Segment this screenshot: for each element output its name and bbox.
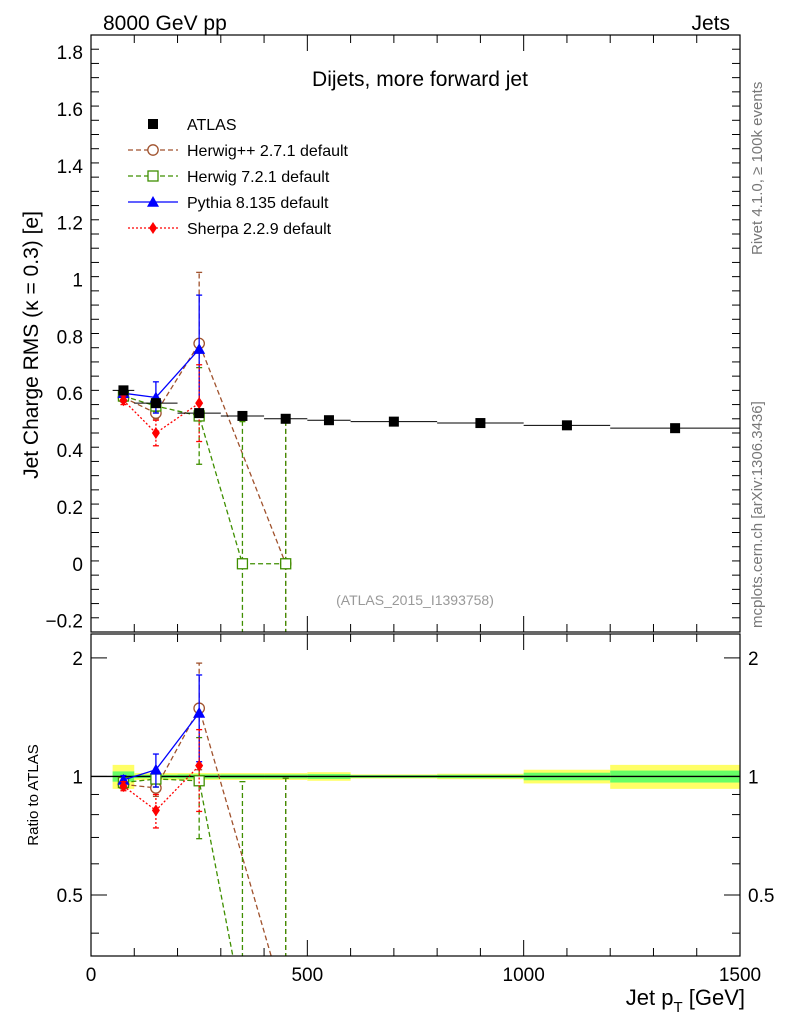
ratio-frame: [90, 633, 741, 957]
main-y-tick-label: 1: [72, 270, 83, 291]
legend-label-4: Sherpa 2.2.9 default: [187, 221, 332, 238]
x-tick-label: 500: [291, 965, 323, 986]
ratio-panel: 0.5 0.5 1 1 2 2 0 500 1000 1500: [57, 633, 774, 986]
ratio-y-tick-label: 1: [72, 767, 83, 788]
mcplots-label: mcplots.cern.ch [arXiv:1306.3436]: [749, 401, 766, 628]
main-series-0: [112, 385, 740, 434]
main-point-0-7: [475, 418, 486, 429]
legend-marker-3: [147, 196, 159, 207]
main-point-0-2: [194, 408, 205, 419]
main-y-axis-label: Jet Charge RMS (κ = 0.3) [e]: [20, 211, 43, 479]
ratio-series-3: [119, 728, 204, 829]
ratio-y-tick-label: 2: [72, 649, 83, 670]
main-plot-area: [112, 271, 740, 632]
main-axis-ticks: −0.2 0 0.2 0.4 0.6 0.8 1 1.2 1.4 1.6 1.8: [45, 34, 741, 633]
legend-label-0: ATLAS: [187, 117, 237, 134]
x-tick-label: 0: [86, 965, 97, 986]
main-y-tick-label: 1.8: [57, 43, 83, 64]
main-point-0-1: [150, 398, 161, 409]
legend-label-3: Pythia 8.135 default: [187, 195, 329, 212]
main-point-4-0: [119, 394, 128, 407]
ratio-line-0: [123, 706, 272, 956]
ratio-clip-group: [91, 662, 740, 956]
main-point-0-9: [670, 423, 681, 434]
main-point-2-4: [280, 558, 292, 570]
main-y-tick-label: 0.2: [57, 498, 83, 519]
main-y-tick-label: 1.6: [57, 100, 83, 121]
ratio-point-1-2: [193, 775, 205, 787]
ratio-y-tick-label-right: 1: [748, 767, 759, 788]
main-y-tick-label: 1.2: [57, 214, 83, 235]
x-tick-label: 1000: [503, 965, 545, 986]
main-y-tick-label: 0: [72, 555, 83, 576]
x-axis-label-unit: [GeV]: [683, 985, 745, 1010]
main-y-tick-label: 1.4: [57, 157, 84, 178]
legend-label-1: Herwig++ 2.7.1 default: [187, 143, 349, 160]
ratio-y-tick-label-right: 2: [748, 649, 759, 670]
main-point-0-0: [118, 385, 129, 396]
main-y-tick-label: 0.8: [57, 327, 83, 348]
legend-marker-2: [147, 170, 159, 182]
legend-marker-1: [147, 144, 159, 156]
process-label: Jets: [691, 12, 730, 35]
rivet-version-label: Rivet 4.1.0, ≥ 100k events: [749, 82, 766, 255]
main-point-0-4: [280, 413, 291, 424]
ratio-axis-ticks: 0.5 0.5 1 1 2 2 0 500 1000 1500: [57, 634, 774, 986]
main-y-tick-label: 0.4: [57, 441, 84, 462]
main-clip-group: [112, 271, 740, 632]
x-tick-label: 1500: [719, 965, 761, 986]
beam-label: 8000 GeV pp: [103, 12, 227, 35]
legend-marker-0: [148, 119, 158, 129]
main-point-2-3: [236, 558, 249, 570]
ratio-y-tick-label: 0.5: [57, 886, 83, 907]
analysis-watermark: (ATLAS_2015_I1393758): [336, 592, 494, 608]
ratio-point-2-1: [149, 763, 162, 775]
main-point-0-8: [561, 420, 572, 431]
legend: ATLAS Herwig++ 2.7.1 default Herwig 7.2.1 …: [128, 117, 349, 238]
ratio-y-tick-label-right: 0.5: [748, 886, 774, 907]
main-y-tick-label: 0.6: [57, 384, 83, 405]
ratio-y-axis-label: Ratio to ATLAS: [25, 744, 42, 845]
legend-marker-4: [149, 222, 157, 234]
main-panel: −0.2 0 0.2 0.4 0.6 0.8 1 1.2 1.4 1.6 1.8 Dijets, m…: [45, 34, 741, 633]
main-title: Dijets, more forward jet: [312, 68, 528, 91]
x-axis-label-main: Jet p: [626, 985, 674, 1010]
main-point-0-5: [323, 415, 334, 426]
ratio-plot-area: [91, 662, 740, 956]
x-axis-label-subscript: T: [673, 999, 682, 1016]
ratio-point-3-1: [151, 804, 160, 817]
ratio-point-2-2: [193, 706, 206, 718]
main-y-tick-label: −0.2: [45, 612, 83, 633]
ratio-point-3-0: [119, 780, 128, 793]
main-point-3-2: [193, 343, 206, 354]
legend-label-2: Herwig 7.2.1 default: [187, 169, 330, 186]
ratio-point-3-2: [195, 759, 204, 772]
main-point-0-3: [237, 410, 248, 421]
main-point-4-2: [195, 397, 204, 410]
main-point-0-6: [388, 416, 399, 427]
x-axis-label: Jet pT [GeV]: [626, 985, 745, 1016]
main-point-4-1: [151, 427, 160, 439]
